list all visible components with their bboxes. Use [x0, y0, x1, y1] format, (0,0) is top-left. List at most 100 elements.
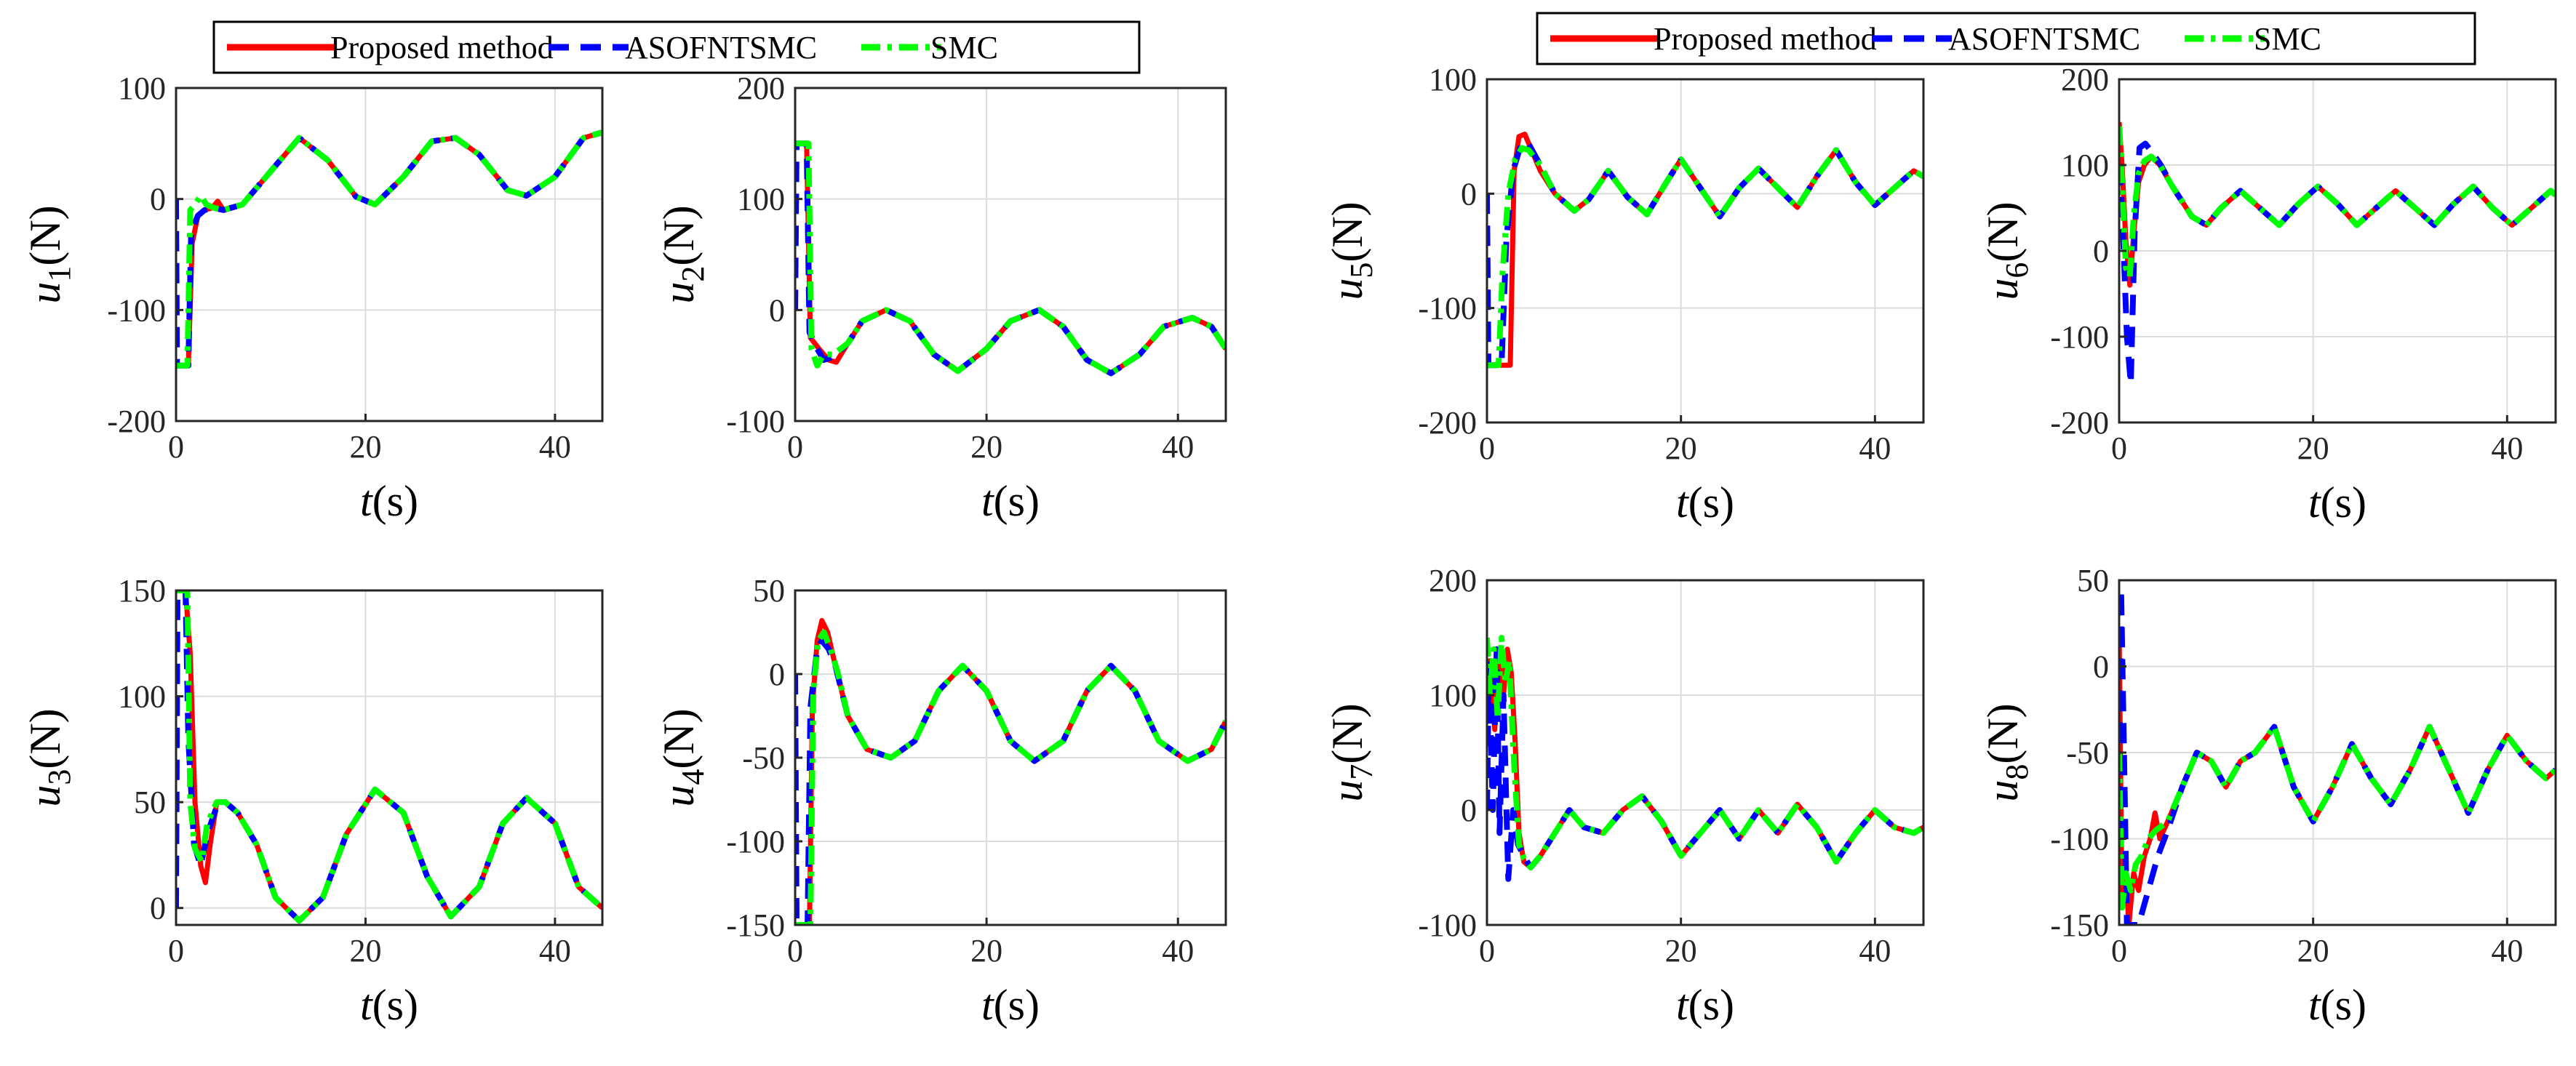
legend-box — [212, 20, 1141, 74]
x-tick-label: 0 — [787, 429, 803, 465]
y-tick-label: -50 — [2066, 735, 2109, 771]
x-axis-label: t(s) — [981, 477, 1040, 525]
legend-label: Proposed method — [1654, 21, 1877, 57]
x-axis-paren: ( — [372, 477, 387, 525]
y-tick-label: -150 — [726, 907, 785, 943]
y-axis-paren: ) — [655, 205, 703, 220]
x-tick-label: 20 — [349, 429, 381, 465]
y-axis-subscript: 6 — [1999, 263, 2035, 278]
legend-label: ASOFNTSMC — [1948, 21, 2140, 57]
x-tick-label: 40 — [539, 429, 571, 465]
x-tick-label: 0 — [787, 933, 803, 969]
y-axis-paren: ( — [1323, 750, 1371, 764]
y-axis-unit: N — [1979, 216, 2027, 247]
legend-label: ASOFNTSMC — [625, 30, 817, 65]
series-asofntsmc — [1487, 646, 1923, 882]
y-axis-paren: ) — [1979, 201, 2027, 216]
y-axis-paren: ( — [1979, 248, 2027, 263]
y-tick-label: 50 — [753, 573, 785, 609]
x-axis-paren: ( — [1688, 478, 1703, 526]
y-tick-label: -100 — [726, 404, 785, 439]
y-axis-var: u — [1979, 780, 2027, 802]
x-tick-label: 40 — [1162, 429, 1194, 465]
x-tick-label: 0 — [168, 429, 184, 465]
y-axis-var: u — [21, 785, 69, 807]
y-tick-label: 150 — [118, 573, 166, 609]
plot-area — [176, 590, 602, 925]
y-tick-label: -200 — [107, 404, 166, 439]
y-tick-label: 100 — [118, 679, 166, 715]
x-axis-unit: s — [1008, 981, 1025, 1029]
y-tick-label: -200 — [1418, 405, 1477, 441]
y-tick-label: 100 — [2061, 148, 2109, 183]
legend-left: Proposed method ASOFNTSMC SMC — [212, 20, 1141, 74]
y-axis-paren: ) — [1323, 201, 1371, 216]
y-axis-unit: N — [1323, 216, 1371, 247]
y-tick-label: 0 — [150, 182, 166, 217]
legend-right: Proposed method ASOFNTSMC SMC — [1536, 12, 2476, 65]
y-axis-label: u7(N) — [1323, 703, 1379, 801]
x-axis-paren: ( — [994, 477, 1008, 525]
axes-box — [175, 589, 604, 926]
y-tick-label: 0 — [2093, 233, 2109, 269]
y-tick-label: 200 — [737, 71, 785, 106]
series-smc — [1487, 635, 1923, 870]
x-axis-paren: ) — [404, 477, 418, 525]
subplot-u1: 0 20 40 -200 -100 0 100 t(s) u1(N) — [21, 71, 604, 525]
y-axis-paren: ) — [655, 708, 703, 723]
y-tick-label: -100 — [107, 292, 166, 328]
x-axis-paren: ( — [1688, 981, 1703, 1029]
x-axis-label: t(s) — [2308, 478, 2366, 526]
legend-box — [1536, 12, 2476, 65]
x-axis-var: t — [360, 477, 373, 525]
x-axis-var: t — [1676, 478, 1689, 526]
y-tick-label: -100 — [2050, 822, 2109, 857]
x-axis-label: t(s) — [360, 981, 418, 1029]
y-tick-label: -200 — [2050, 405, 2109, 441]
y-tick-label: 100 — [1429, 62, 1477, 97]
y-axis-label: u1(N) — [21, 205, 77, 303]
x-tick-label: 0 — [1479, 430, 1495, 466]
y-tick-label: 0 — [769, 292, 785, 328]
y-axis-unit: N — [21, 220, 69, 251]
x-axis-var: t — [981, 981, 994, 1029]
y-tick-label: -100 — [726, 824, 785, 859]
x-axis-unit: s — [387, 477, 404, 525]
x-tick-label: 20 — [970, 933, 1002, 969]
x-axis-var: t — [981, 477, 994, 525]
y-tick-label: 0 — [1461, 176, 1477, 212]
axes-box — [794, 87, 1227, 422]
series-smc — [795, 140, 1226, 377]
plot-area — [795, 88, 1226, 421]
x-tick-label: 40 — [1162, 933, 1194, 969]
y-axis-label: u4(N) — [655, 708, 711, 806]
y-axis-subscript: 2 — [675, 266, 711, 282]
y-axis-subscript: 8 — [1999, 764, 2035, 780]
x-axis-paren: ) — [2352, 478, 2366, 526]
y-axis-unit: N — [655, 220, 703, 251]
x-tick-label: 20 — [349, 933, 381, 969]
y-axis-paren: ( — [1979, 750, 2027, 764]
x-axis-var: t — [2308, 981, 2321, 1029]
y-axis-label: u5(N) — [1323, 201, 1379, 300]
x-tick-label: 40 — [1859, 430, 1891, 466]
series-smc — [176, 590, 602, 924]
x-tick-label: 0 — [2111, 933, 2127, 969]
y-tick-label: 0 — [1461, 793, 1477, 828]
y-axis-paren: ) — [21, 708, 69, 723]
x-axis-unit: s — [1703, 981, 1720, 1029]
plot-area — [1487, 580, 1923, 925]
x-axis-unit: s — [387, 981, 404, 1029]
series-smc — [795, 629, 1226, 925]
y-axis-var: u — [1979, 278, 2027, 300]
y-axis-var: u — [655, 785, 703, 807]
y-tick-label: 100 — [118, 71, 166, 106]
series-asofntsmc — [2119, 585, 2556, 925]
y-axis-paren: ( — [655, 252, 703, 266]
